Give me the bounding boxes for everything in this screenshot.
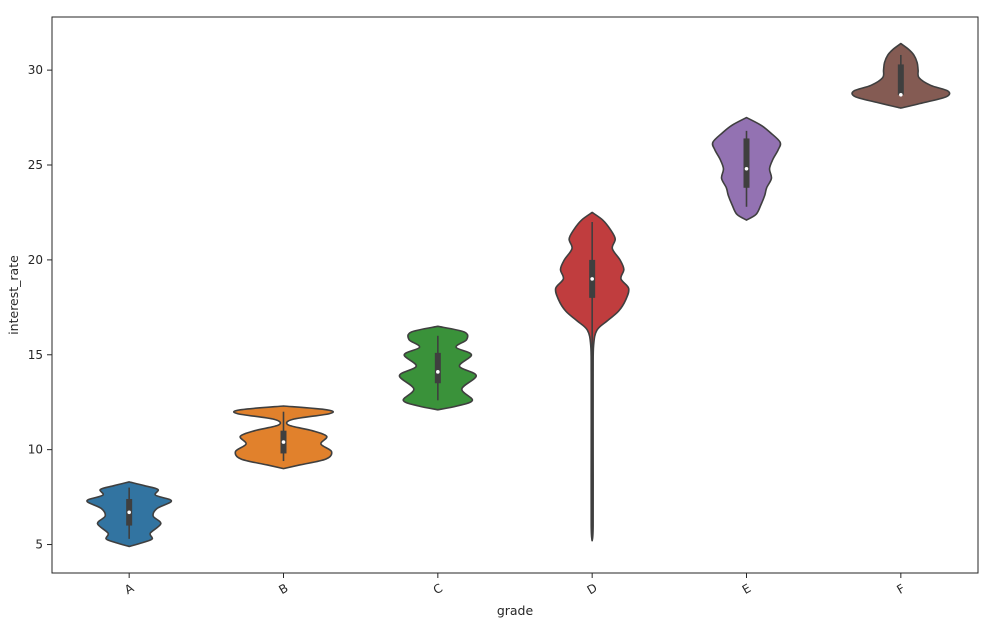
violin-A [86,481,173,548]
violin-D [554,211,630,542]
violin-iqr-box [897,64,904,95]
x-axis: A B C D E F [122,573,907,597]
y-axis-label: interest_rate [6,255,21,335]
y-tick-label: 30 [28,63,43,77]
violin-median [744,167,749,171]
violin-C [398,325,478,411]
y-tick-label: 5 [35,538,43,552]
y-tick-label: 25 [28,158,43,172]
y-axis: 5 10 15 20 25 30 [28,63,52,552]
violin-iqr-box [434,352,441,384]
violin-median [899,93,903,97]
plot-frame [51,16,979,574]
y-tick-label: 10 [28,443,43,457]
violins-layer [86,42,951,548]
x-tick-label: F [894,581,907,597]
x-tick-label: B [276,581,290,597]
violin-B [233,405,334,470]
x-tick-label: E [740,581,754,597]
violin-median [127,510,131,515]
violin-iqr-box [743,138,750,188]
x-tick-label: A [122,580,137,597]
violin-median [590,277,594,281]
x-tick-label: D [585,581,600,598]
y-tick-label: 20 [28,253,43,267]
x-tick-label: C [431,581,445,597]
violin-E [711,116,782,221]
violin-F [851,42,951,109]
violin-median [436,370,440,374]
violin-median [281,440,286,444]
y-tick-label: 15 [28,348,43,362]
x-axis-label: grade [497,603,534,618]
